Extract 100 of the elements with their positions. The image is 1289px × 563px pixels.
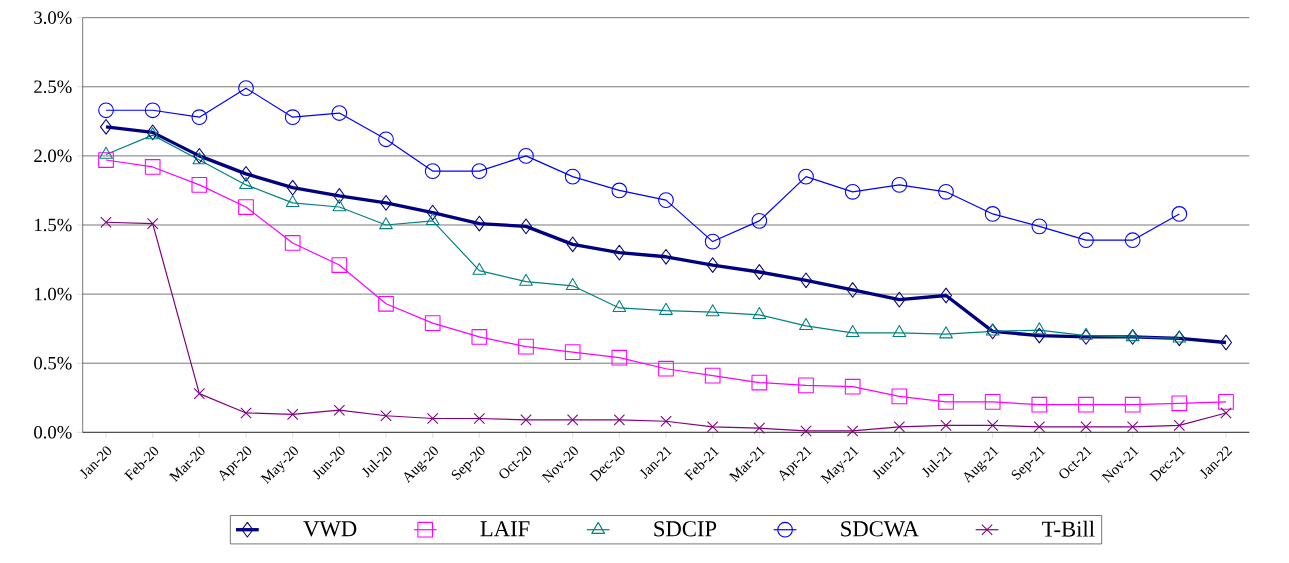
point (800, 425, 812, 437)
point (1171, 395, 1188, 412)
point (332, 199, 347, 212)
point (893, 421, 906, 433)
point (518, 338, 534, 355)
point (566, 414, 579, 426)
legend-label: T-Bill (1042, 520, 1095, 537)
point (706, 257, 719, 273)
point (984, 394, 1001, 410)
point (846, 282, 859, 298)
point (193, 148, 206, 164)
point (238, 80, 254, 97)
point (565, 277, 580, 291)
point (380, 410, 392, 422)
point (752, 306, 767, 320)
point (939, 287, 953, 304)
point (472, 262, 487, 275)
point (706, 421, 719, 433)
point (286, 179, 299, 196)
point (379, 217, 393, 230)
point (239, 177, 253, 190)
point (659, 302, 673, 315)
point (659, 248, 673, 265)
point (704, 367, 721, 384)
point (519, 218, 533, 235)
point (660, 415, 672, 427)
point (192, 152, 207, 165)
point (1031, 218, 1048, 235)
point (378, 131, 394, 148)
point (845, 324, 860, 338)
point (1173, 419, 1186, 432)
point (193, 387, 206, 400)
point (1033, 327, 1046, 344)
y-tick-label: 0.0% (34, 425, 72, 439)
point (1078, 232, 1094, 249)
point (100, 216, 112, 228)
point (566, 236, 579, 253)
point (473, 412, 486, 425)
point (239, 165, 253, 182)
point (333, 404, 346, 416)
point (753, 264, 766, 280)
y-tick-label: 3.0% (34, 11, 72, 25)
y-tick-label: 0.5% (34, 356, 72, 370)
point (1218, 394, 1234, 410)
point (1172, 330, 1187, 343)
point (658, 360, 674, 377)
point (798, 377, 814, 394)
point (1124, 396, 1141, 413)
point (144, 159, 161, 175)
point (520, 414, 532, 426)
point (284, 109, 301, 126)
point (564, 168, 581, 185)
point (1080, 421, 1092, 433)
point (1079, 327, 1093, 340)
point (1219, 334, 1233, 351)
point (379, 195, 393, 211)
point (1220, 407, 1232, 419)
point (1079, 329, 1093, 345)
point (613, 244, 626, 261)
point (473, 215, 486, 232)
point (471, 163, 488, 179)
point (98, 152, 114, 168)
point (425, 212, 440, 226)
point (846, 425, 859, 437)
point (424, 163, 441, 179)
point (799, 318, 813, 331)
point (844, 378, 861, 395)
y-tick-label: 2.5% (34, 80, 72, 94)
point (1124, 232, 1141, 249)
point (939, 326, 953, 339)
point (564, 344, 581, 361)
point (892, 324, 907, 338)
point (940, 419, 952, 432)
point (1078, 396, 1094, 413)
point (1126, 421, 1139, 433)
point (985, 323, 1000, 336)
point (753, 422, 766, 434)
point (146, 217, 159, 230)
point (426, 204, 439, 221)
point (426, 412, 439, 425)
point (331, 257, 348, 273)
point (611, 349, 628, 366)
point (844, 183, 861, 200)
point (191, 177, 208, 193)
point (799, 272, 813, 289)
y-tick-label: 2.0% (34, 149, 72, 163)
legend-label: VWD (303, 521, 357, 537)
point (424, 315, 441, 331)
point (284, 235, 301, 251)
point (99, 118, 113, 135)
point (751, 374, 768, 391)
point (285, 195, 300, 208)
point (333, 188, 346, 204)
point (798, 168, 814, 185)
point (286, 408, 299, 421)
point (938, 183, 954, 200)
point (893, 291, 906, 308)
point (938, 394, 954, 410)
point (1031, 396, 1048, 413)
point (612, 300, 627, 313)
